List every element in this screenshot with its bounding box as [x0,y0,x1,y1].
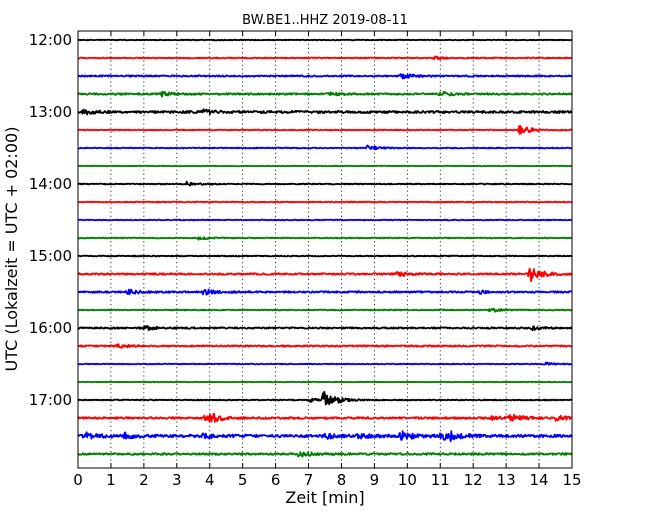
trace-1600 [77,325,573,332]
y-tick-label: 16:00 [29,319,72,337]
trace-1745 [77,451,573,458]
x-tick-label: 5 [238,471,248,489]
x-tick-label: 11 [431,471,450,489]
x-tick-label: 7 [304,471,314,489]
x-tick-label: 1 [106,471,116,489]
trace-1315 [77,125,573,135]
x-tick-label: 13 [497,471,516,489]
trace-1645 [77,380,573,384]
x-tick-label: 6 [271,471,281,489]
x-tick-label: 14 [530,471,549,489]
x-tick-label: 0 [73,471,83,489]
x-tick-label: 4 [205,471,215,489]
x-axis-title: Zeit [min] [285,488,364,507]
trace-1430 [77,218,573,222]
y-tick-label: 15:00 [29,247,72,265]
trace-1530 [77,288,573,296]
chart-title: BW.BE1..HHZ 2019-08-11 [242,13,408,28]
y-tick-label: 12:00 [29,31,72,49]
x-tick-label: 3 [172,471,182,489]
trace-1730 [77,430,573,443]
trace-1330 [77,144,573,151]
x-tick-label: 10 [398,471,417,489]
x-tick-label: 2 [139,471,149,489]
x-tick-label: 12 [464,471,483,489]
y-axis-title: UTC (Lokalzeit = UTC + 02:00) [2,127,21,372]
plot-frame [77,30,573,469]
trace-1445 [77,236,573,241]
trace-1200 [77,38,573,42]
trace-1630 [77,361,573,366]
trace-1615 [77,343,573,349]
trace-1545 [77,307,573,313]
y-tick-label: 13:00 [29,103,72,121]
trace-1345 [77,164,573,168]
x-tick-label: 15 [562,471,581,489]
trace-1215 [77,55,573,61]
trace-1715 [77,412,573,423]
trace-1500 [77,254,573,258]
trace-1515 [77,267,573,283]
trace-1230 [77,73,573,80]
y-tick-label: 17:00 [29,391,72,409]
trace-1400 [77,180,573,187]
trace-1300 [77,108,573,116]
y-tick-label: 14:00 [29,175,72,193]
trace-1415 [77,200,573,204]
trace-1245 [77,90,573,98]
trace-1700 [77,390,573,406]
x-tick-label: 8 [337,471,347,489]
x-tick-label: 9 [370,471,380,489]
